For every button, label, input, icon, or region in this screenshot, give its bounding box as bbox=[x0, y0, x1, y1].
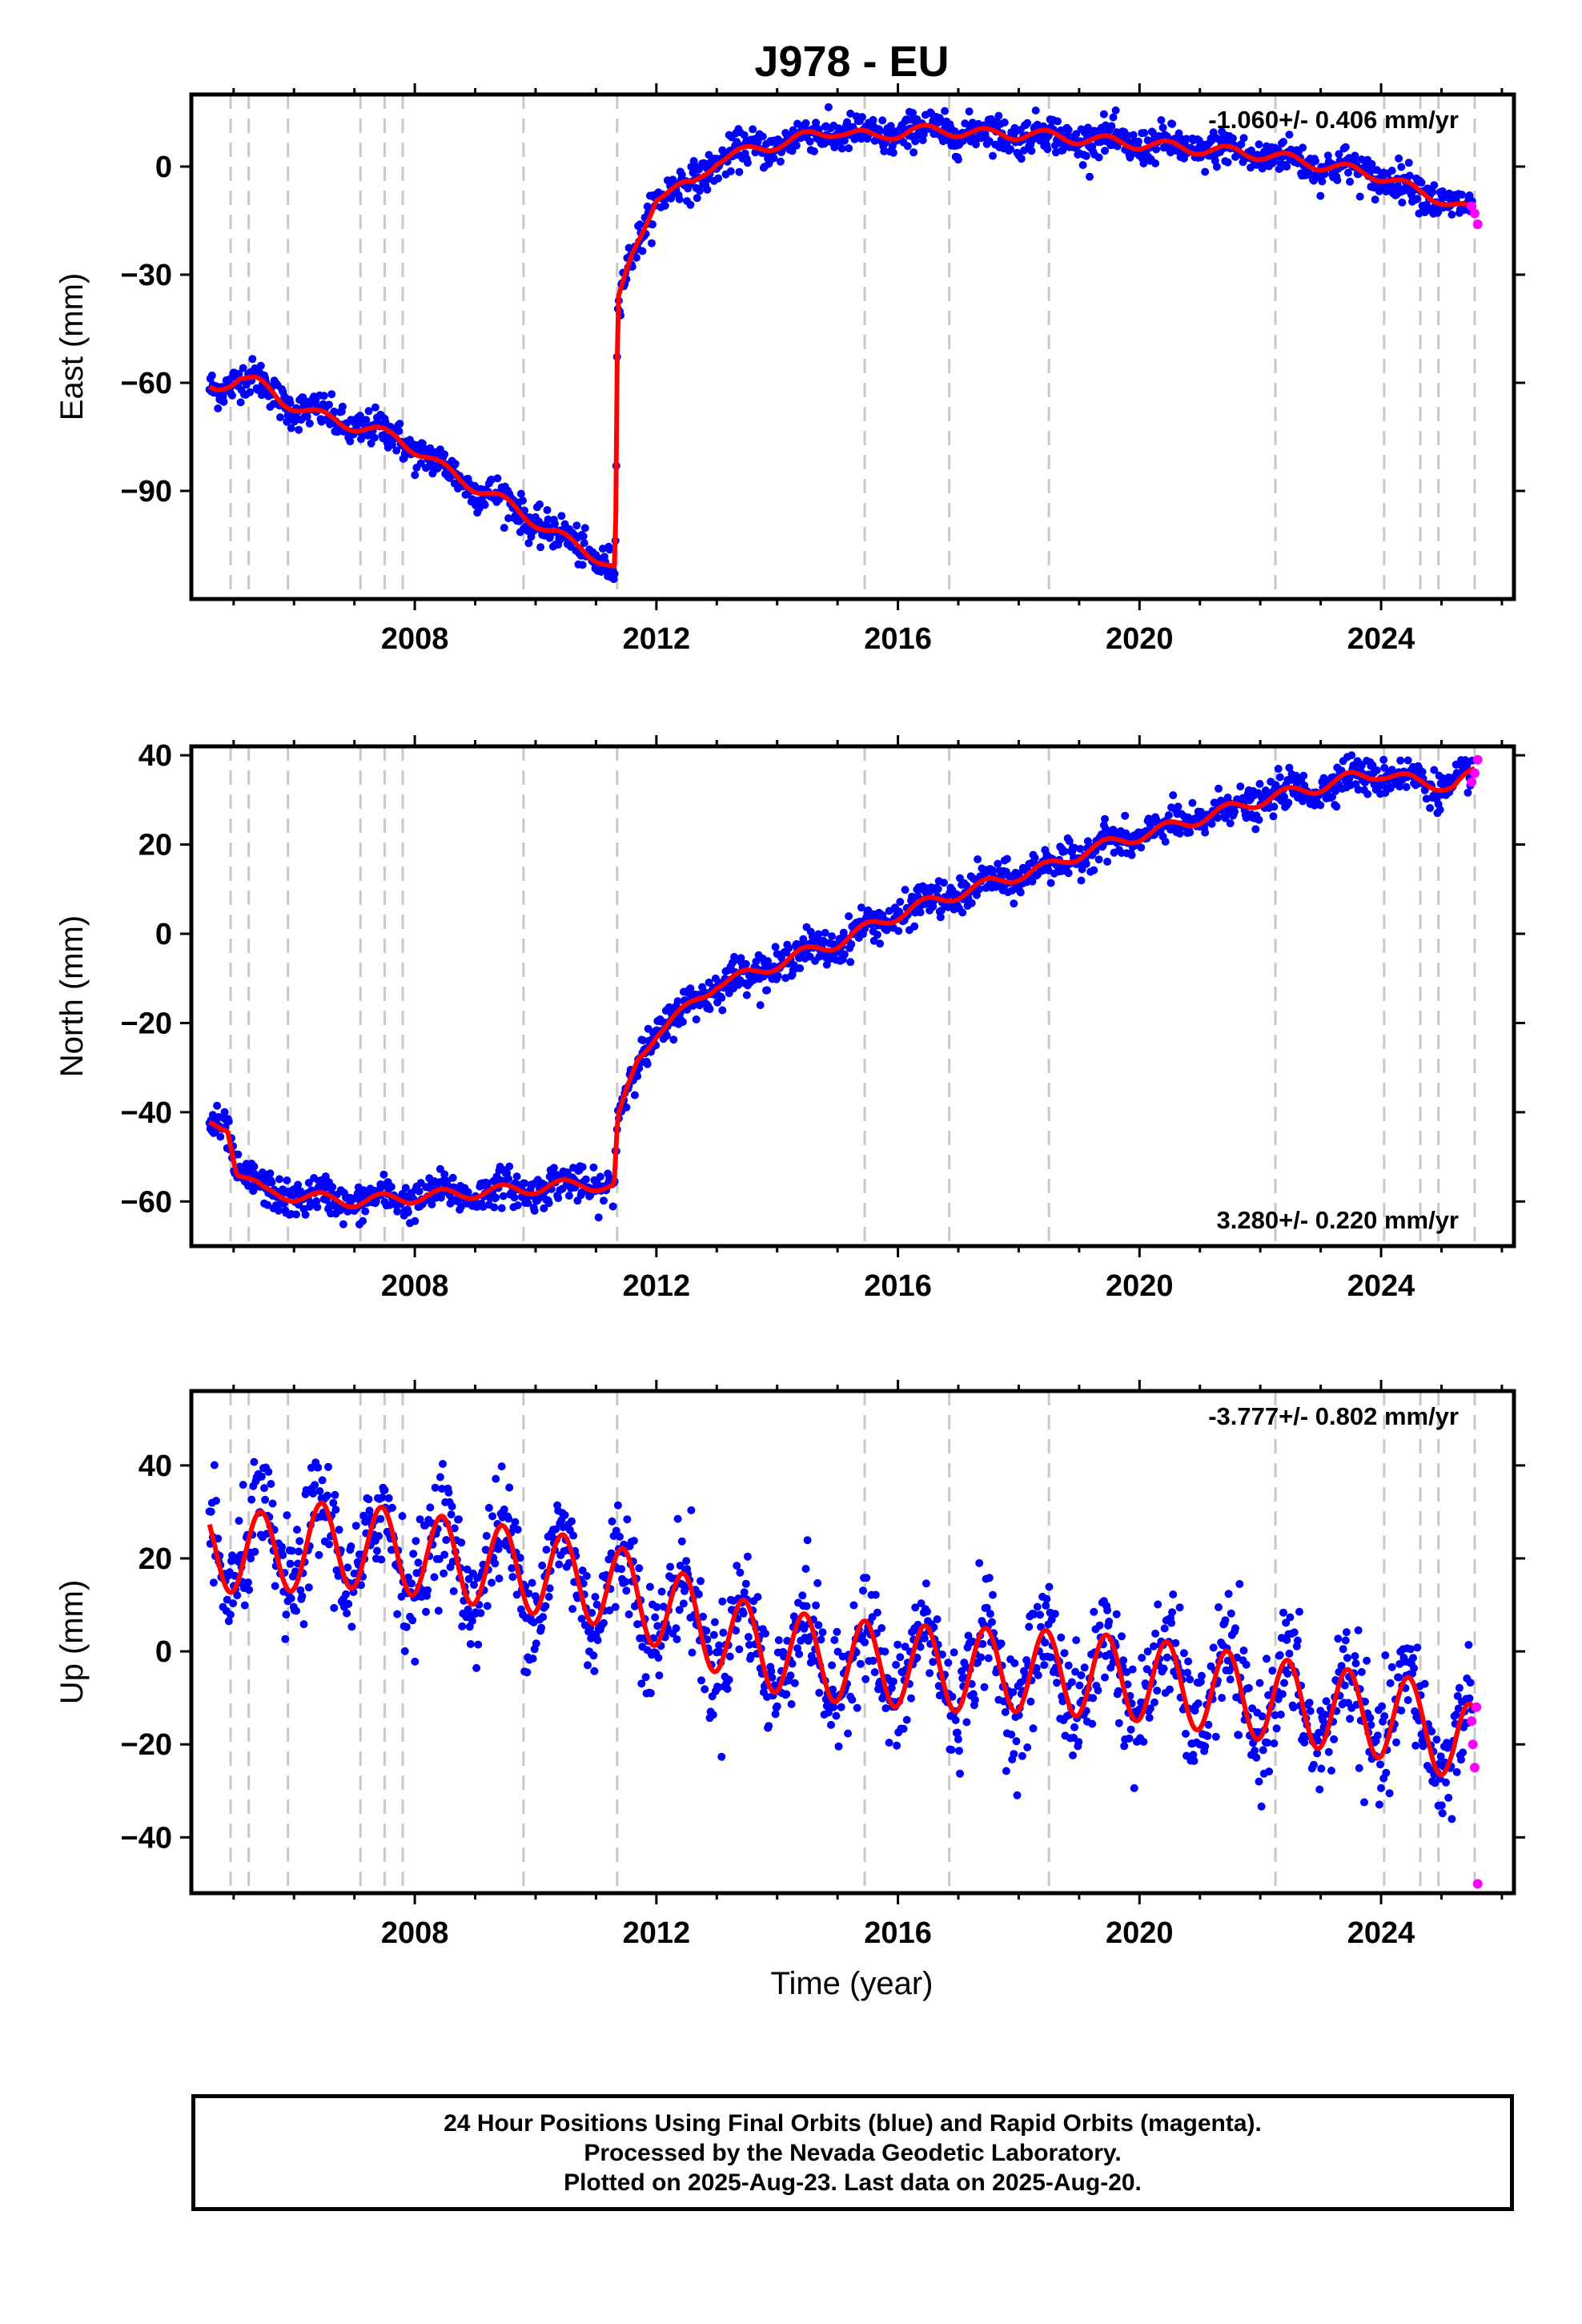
x-tick-label: 2012 bbox=[623, 622, 691, 656]
x-tick-label: 2016 bbox=[864, 622, 932, 656]
y-tick-label: −90 bbox=[121, 475, 172, 509]
footer-line-2: Processed by the Nevada Geodetic Laborat… bbox=[584, 2139, 1122, 2166]
footer-line-3: Plotted on 2025-Aug-23. Last data on 202… bbox=[564, 2169, 1142, 2196]
up-panel: 2008 2012 2016 2020 2024 40 20 0 −20 −40 Up (mm) -3… bbox=[54, 1380, 1525, 1950]
east-frame bbox=[189, 92, 1516, 601]
x-tick-label: 2024 bbox=[1347, 622, 1415, 656]
north-frame bbox=[189, 744, 1516, 1248]
y-tick-label: −40 bbox=[121, 1821, 172, 1855]
chart-title: J978 - EU bbox=[754, 38, 949, 86]
rapid-orbit-point bbox=[1467, 777, 1477, 787]
up-y-axis-title: Up (mm) bbox=[54, 1580, 90, 1705]
y-tick-label: −20 bbox=[121, 1007, 172, 1040]
up-final-orbit-points bbox=[205, 1458, 1476, 1823]
rapid-orbit-point bbox=[1468, 1739, 1478, 1750]
x-tick-label: 2008 bbox=[381, 622, 449, 656]
east-rapid-orbit-points bbox=[1467, 201, 1483, 229]
up-rapid-orbit-points bbox=[1467, 1702, 1483, 1889]
north-panel: 2008 2012 2016 2020 2024 40 20 0 −20 −40 −60 North … bbox=[54, 735, 1525, 1303]
footer-line-1: 24 Hour Positions Using Final Orbits (bl… bbox=[444, 2109, 1262, 2137]
rapid-orbit-point bbox=[1467, 201, 1477, 211]
x-tick-label: 2012 bbox=[623, 1269, 691, 1303]
footer-box: 24 Hour Positions Using Final Orbits (bl… bbox=[191, 2094, 1514, 2211]
rapid-orbit-point bbox=[1467, 1716, 1477, 1727]
x-tick-label: 2024 bbox=[1347, 1269, 1415, 1303]
rapid-orbit-point bbox=[1472, 219, 1483, 229]
rapid-orbit-point bbox=[1472, 1879, 1483, 1889]
north-final-orbit-points bbox=[205, 751, 1476, 1228]
rapid-orbit-point bbox=[1472, 1702, 1482, 1712]
east-model-line bbox=[208, 123, 1476, 569]
north-plot-area bbox=[205, 746, 1483, 1246]
y-tick-label: 0 bbox=[155, 1635, 172, 1669]
y-tick-label: −30 bbox=[121, 259, 172, 292]
east-final-orbit-points bbox=[205, 103, 1476, 584]
x-tick-label: 2016 bbox=[864, 1916, 932, 1950]
north-rapid-orbit-points bbox=[1467, 754, 1483, 787]
x-tick-label: 2012 bbox=[623, 1916, 691, 1950]
rapid-orbit-point bbox=[1469, 768, 1480, 778]
north-rate-label: 3.280+/- 0.220 mm/yr bbox=[1217, 1206, 1459, 1234]
x-tick-label: 2020 bbox=[1106, 1916, 1174, 1950]
east-panel: 2008 2012 2016 2020 2024 0 −30 −60 −90 East (mm) -… bbox=[54, 83, 1525, 656]
y-tick-label: −60 bbox=[121, 367, 172, 400]
east-y-axis-title: East (mm) bbox=[54, 273, 90, 420]
x-tick-label: 2020 bbox=[1106, 622, 1174, 656]
x-tick-label: 2008 bbox=[381, 1916, 449, 1950]
x-tick-label: 2008 bbox=[381, 1269, 449, 1303]
x-axis-title: Time (year) bbox=[771, 1966, 934, 2001]
y-tick-label: 20 bbox=[139, 1542, 172, 1576]
y-tick-label: 40 bbox=[139, 1449, 172, 1483]
east-rate-label: -1.060+/- 0.406 mm/yr bbox=[1208, 106, 1459, 134]
x-tick-label: 2020 bbox=[1106, 1269, 1174, 1303]
x-tick-label: 2024 bbox=[1347, 1916, 1415, 1950]
north-model-line bbox=[208, 766, 1476, 1210]
y-tick-label: 40 bbox=[139, 739, 172, 773]
y-tick-label: −60 bbox=[121, 1185, 172, 1219]
y-tick-label: −40 bbox=[121, 1096, 172, 1130]
up-plot-area bbox=[205, 1391, 1483, 1893]
y-tick-label: 20 bbox=[139, 829, 172, 862]
rapid-orbit-point bbox=[1472, 754, 1483, 765]
rapid-orbit-point bbox=[1469, 208, 1480, 219]
up-rate-label: -3.777+/- 0.802 mm/yr bbox=[1208, 1402, 1459, 1430]
y-tick-label: 0 bbox=[155, 151, 172, 184]
y-tick-label: −20 bbox=[121, 1728, 172, 1762]
y-tick-label: 0 bbox=[155, 918, 172, 951]
east-plot-area bbox=[205, 94, 1483, 599]
up-frame bbox=[189, 1389, 1516, 1896]
x-tick-label: 2016 bbox=[864, 1269, 932, 1303]
up-model-line bbox=[207, 1500, 1477, 1778]
north-y-axis-title: North (mm) bbox=[54, 915, 90, 1077]
rapid-orbit-point bbox=[1469, 1763, 1480, 1773]
